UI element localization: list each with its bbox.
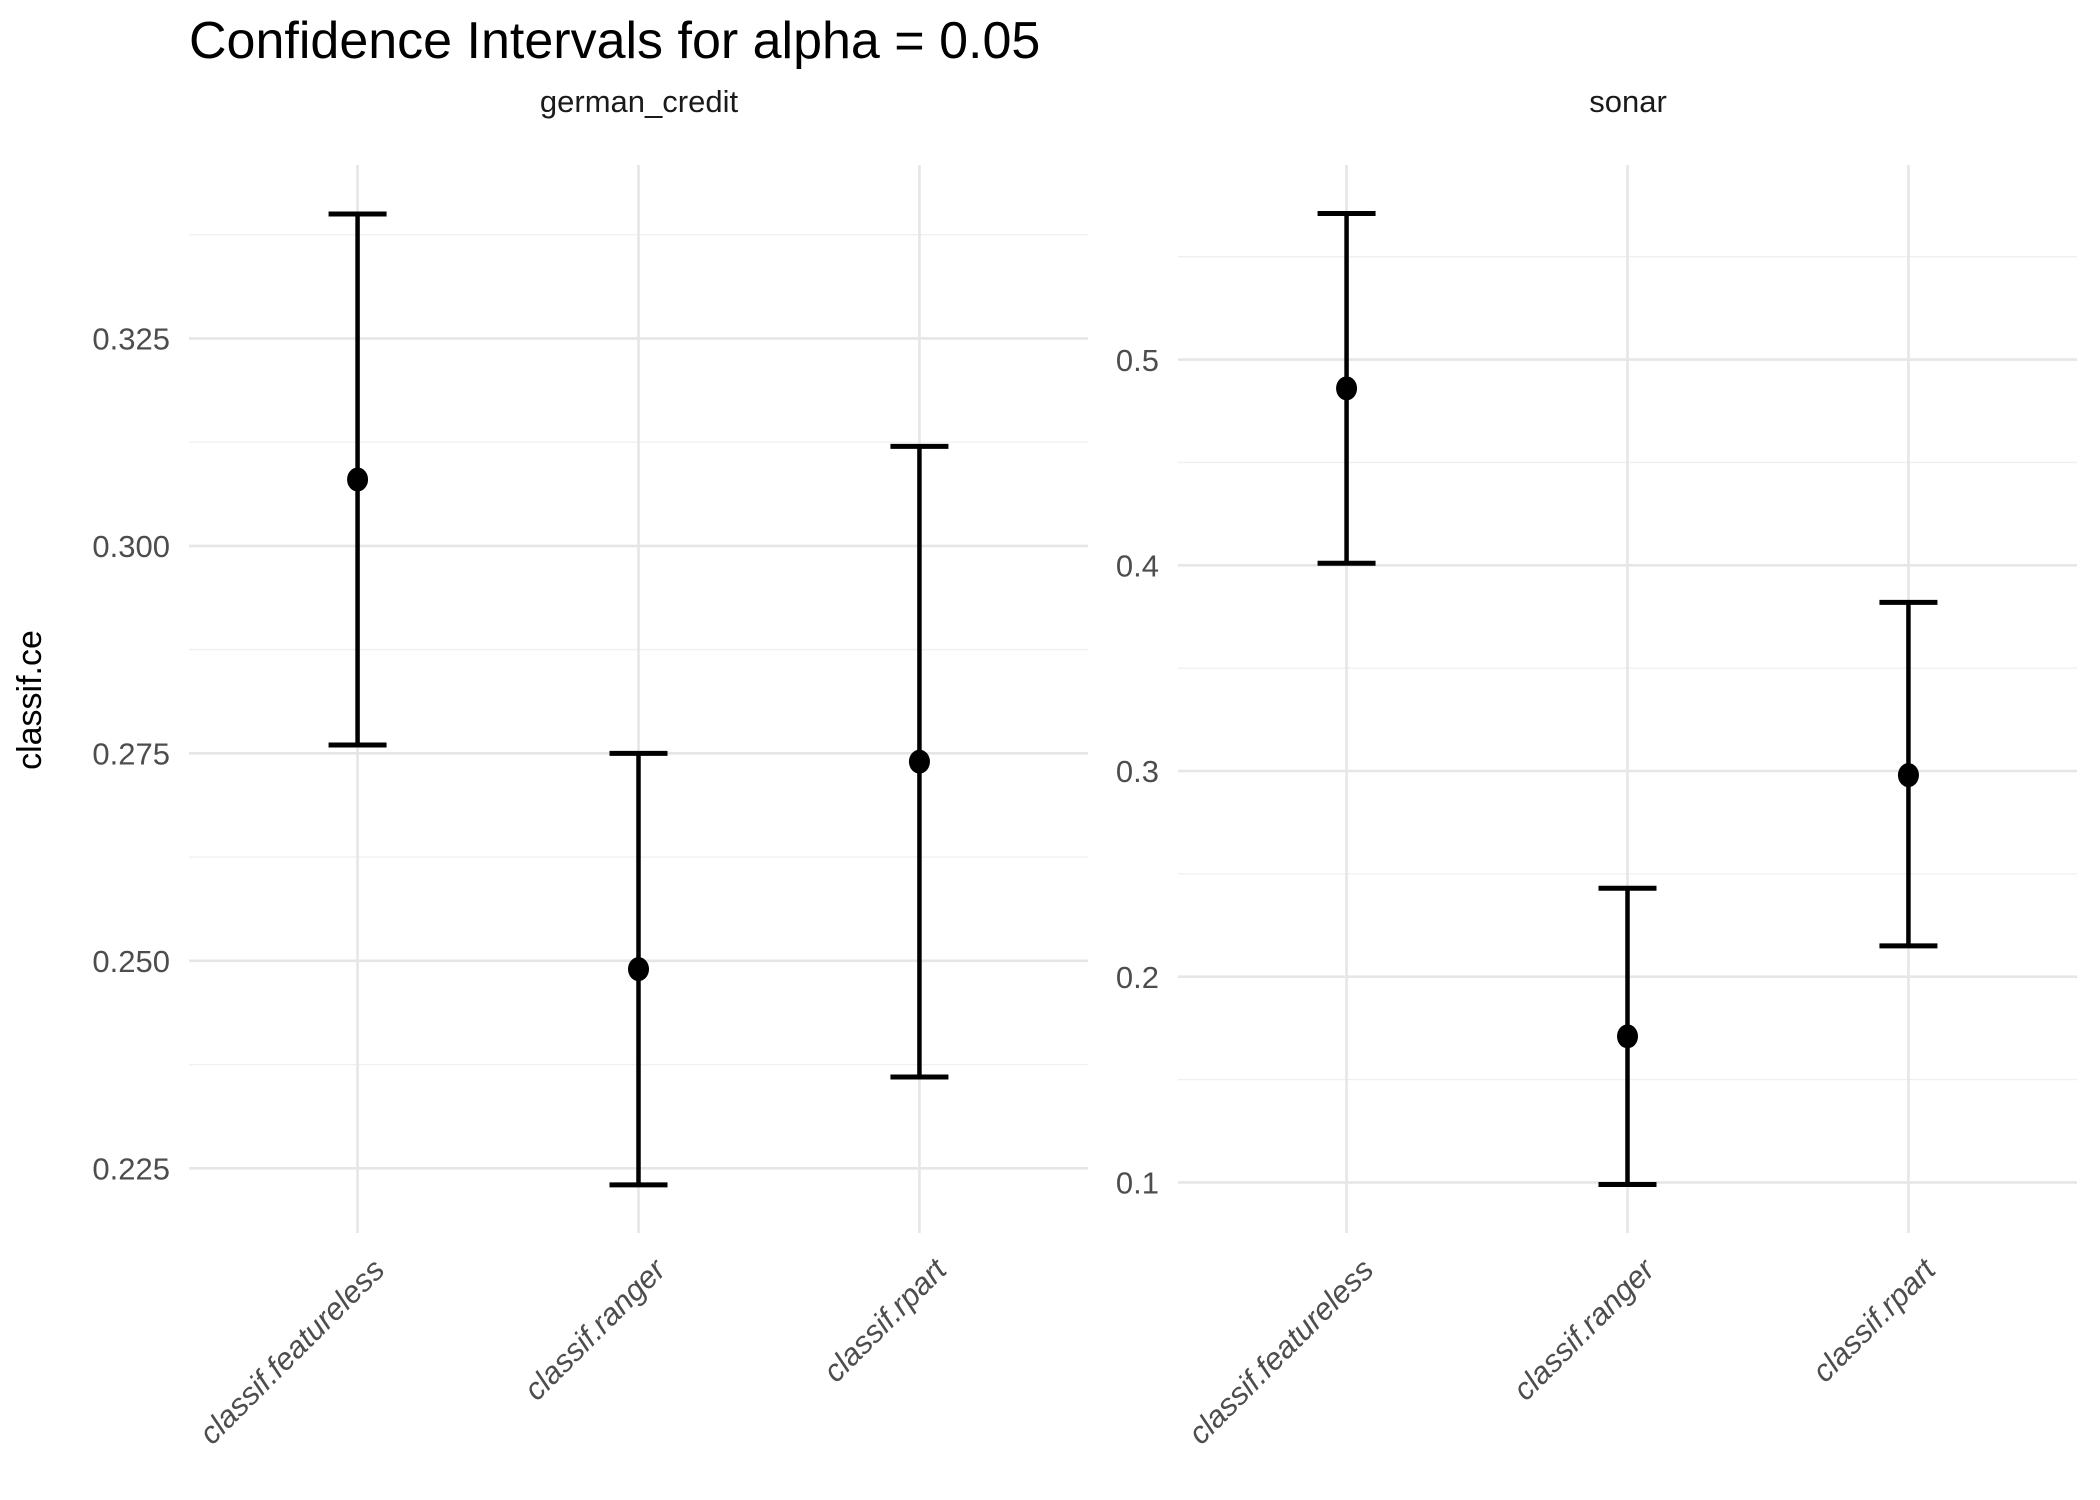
y-tick-label: 0.5: [1116, 343, 1159, 378]
x-tick-label: classif.rpart: [1805, 1251, 1943, 1389]
error-bar-classif.ranger: [1598, 885, 1657, 1187]
x-tick-label: classif.ranger: [517, 1251, 673, 1407]
error-bar-classif.rpart: [890, 443, 949, 1080]
x-tick-labels: classif.featureless classif.ranger classif…: [1181, 1251, 1943, 1451]
y-tick-label: 0.250: [92, 944, 170, 979]
x-tick-labels: classif.featureless classif.ranger classif…: [192, 1251, 954, 1451]
y-tick-labels: 0.225 0.250 0.275 0.300 0.325: [92, 322, 170, 1187]
estimate-point: [628, 957, 649, 982]
chart-title: Confidence Intervals for alpha = 0.05: [189, 12, 1041, 70]
facet-panel-german_credit: 0.225 0.250 0.275 0.300 0.325 classif.feature…: [92, 165, 1088, 1451]
estimate-point: [1336, 376, 1358, 401]
estimate-point: [908, 749, 930, 774]
x-tick-label: classif.featureless: [192, 1252, 391, 1451]
y-tick-label: 0.325: [92, 322, 170, 357]
estimate-point: [1897, 763, 1919, 788]
x-tick-label: classif.ranger: [1506, 1251, 1662, 1407]
estimate-point: [347, 467, 369, 492]
error-bar-classif.featureless: [328, 211, 387, 748]
facet-strip-sonar: sonar: [1589, 84, 1667, 119]
y-tick-label: 0.1: [1116, 1166, 1159, 1201]
y-tick-label: 0.225: [92, 1151, 170, 1186]
y-tick-label: 0.3: [1116, 754, 1159, 789]
y-tick-label: 0.275: [92, 737, 170, 772]
y-tick-labels: 0.1 0.2 0.3 0.4 0.5: [1116, 343, 1159, 1201]
error-bar-classif.ranger: [609, 750, 668, 1188]
x-tick-label: classif.featureless: [1181, 1252, 1380, 1451]
x-tick-label: classif.rpart: [816, 1251, 954, 1389]
error-bar-classif.featureless: [1317, 211, 1376, 566]
y-tick-label: 0.300: [92, 529, 170, 564]
estimate-point: [1617, 1024, 1638, 1049]
y-tick-label: 0.4: [1116, 548, 1159, 583]
facet-strip-german-credit: german_credit: [539, 84, 739, 119]
y-tick-label: 0.2: [1116, 960, 1159, 995]
error-bar-classif.rpart: [1879, 599, 1938, 949]
